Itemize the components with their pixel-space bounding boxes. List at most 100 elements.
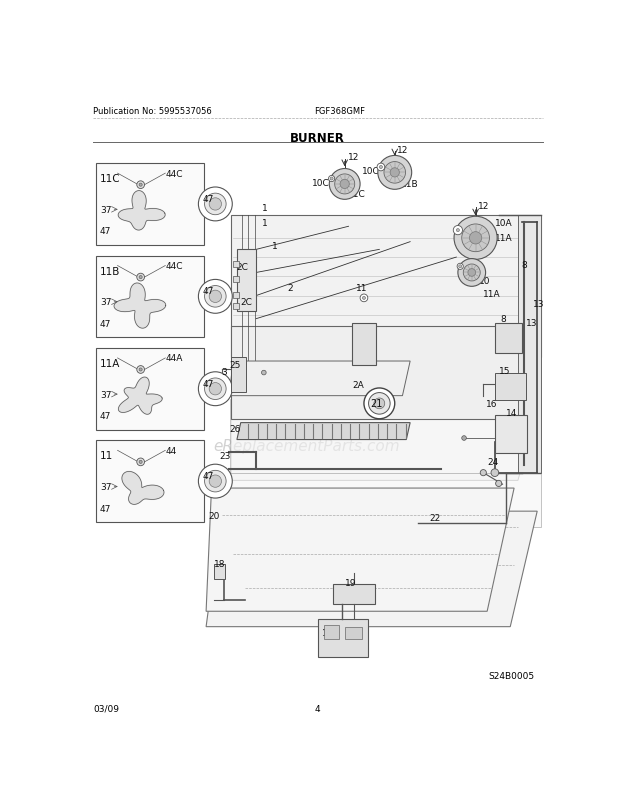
Polygon shape xyxy=(231,400,539,480)
Circle shape xyxy=(360,294,368,302)
Text: 11: 11 xyxy=(356,284,368,293)
Circle shape xyxy=(139,368,142,371)
Circle shape xyxy=(462,436,466,441)
Text: 44: 44 xyxy=(166,446,177,456)
Text: FGF368GMF: FGF368GMF xyxy=(314,107,365,116)
Text: eReplacementParts.com: eReplacementParts.com xyxy=(213,439,399,454)
Text: 12: 12 xyxy=(397,146,409,155)
Polygon shape xyxy=(122,472,164,504)
Text: 2C: 2C xyxy=(241,298,252,307)
Circle shape xyxy=(137,367,144,374)
Text: 11A: 11A xyxy=(100,358,120,368)
Text: 1: 1 xyxy=(262,219,267,228)
Text: 37: 37 xyxy=(100,390,112,399)
Circle shape xyxy=(368,393,390,415)
Text: 13: 13 xyxy=(533,299,545,309)
Polygon shape xyxy=(206,512,537,627)
Text: 23: 23 xyxy=(219,452,231,460)
Circle shape xyxy=(137,459,144,466)
Text: 20: 20 xyxy=(208,511,219,520)
Circle shape xyxy=(377,164,385,172)
Text: 2: 2 xyxy=(287,284,293,293)
Text: 11: 11 xyxy=(100,451,113,461)
Circle shape xyxy=(454,217,497,260)
Text: 19: 19 xyxy=(345,577,356,587)
Circle shape xyxy=(139,184,142,187)
Circle shape xyxy=(363,297,365,300)
Text: 47: 47 xyxy=(202,195,214,204)
Bar xyxy=(96,441,204,522)
Text: 10C: 10C xyxy=(361,166,379,176)
Text: 24: 24 xyxy=(487,457,498,466)
Text: 15: 15 xyxy=(498,367,510,375)
Text: 11C: 11C xyxy=(100,174,120,184)
Circle shape xyxy=(262,371,266,375)
Polygon shape xyxy=(206,488,514,611)
Text: 11A: 11A xyxy=(495,234,513,243)
Bar xyxy=(345,627,361,639)
Circle shape xyxy=(491,469,498,477)
Circle shape xyxy=(462,225,489,253)
Text: 12: 12 xyxy=(466,245,478,254)
Circle shape xyxy=(137,181,144,189)
Circle shape xyxy=(458,259,485,287)
Text: 44C: 44C xyxy=(166,169,184,178)
Circle shape xyxy=(390,168,399,178)
Text: 37: 37 xyxy=(100,205,112,215)
Text: 4: 4 xyxy=(315,704,321,713)
Text: 47: 47 xyxy=(202,379,214,388)
Text: 2C: 2C xyxy=(236,262,248,271)
Circle shape xyxy=(463,265,480,282)
Text: S24B0005: S24B0005 xyxy=(489,671,535,680)
Circle shape xyxy=(329,169,360,200)
Circle shape xyxy=(205,379,226,400)
Text: 17: 17 xyxy=(322,628,333,637)
Polygon shape xyxy=(231,327,539,419)
Circle shape xyxy=(209,291,221,303)
Text: 12: 12 xyxy=(478,202,489,211)
Circle shape xyxy=(209,476,221,488)
Circle shape xyxy=(329,176,335,182)
Bar xyxy=(233,277,239,283)
Circle shape xyxy=(459,265,462,269)
Text: 2A: 2A xyxy=(352,380,364,389)
Circle shape xyxy=(384,162,405,184)
Circle shape xyxy=(480,470,486,476)
Text: 8: 8 xyxy=(500,314,506,324)
Circle shape xyxy=(453,226,463,236)
Circle shape xyxy=(198,464,232,499)
Text: 16: 16 xyxy=(485,399,497,408)
Text: 37: 37 xyxy=(100,483,112,492)
Polygon shape xyxy=(221,473,541,527)
Text: 47: 47 xyxy=(202,472,214,480)
Text: 21: 21 xyxy=(370,399,383,409)
Text: 10: 10 xyxy=(479,277,491,286)
Text: 11C: 11C xyxy=(348,189,366,198)
Circle shape xyxy=(198,372,232,406)
Text: 10C: 10C xyxy=(312,179,330,188)
Text: 03/09: 03/09 xyxy=(93,704,119,713)
Text: 10A: 10A xyxy=(495,219,513,228)
Circle shape xyxy=(205,286,226,308)
Polygon shape xyxy=(237,423,410,440)
Text: Publication No: 5995537056: Publication No: 5995537056 xyxy=(93,107,211,116)
Bar xyxy=(233,293,239,298)
Text: 26: 26 xyxy=(229,425,241,434)
Text: 37: 37 xyxy=(100,298,112,307)
Text: 47: 47 xyxy=(100,319,111,328)
Text: 11B: 11B xyxy=(401,180,418,189)
Text: 44A: 44A xyxy=(166,354,184,363)
Bar xyxy=(324,626,339,639)
Polygon shape xyxy=(231,216,541,358)
Text: 47: 47 xyxy=(202,287,214,296)
Bar xyxy=(96,349,204,430)
Bar xyxy=(96,164,204,245)
Bar xyxy=(233,304,239,310)
Circle shape xyxy=(209,199,221,211)
Bar xyxy=(495,415,527,454)
Bar xyxy=(233,261,239,268)
Circle shape xyxy=(469,233,482,245)
Circle shape xyxy=(139,461,142,464)
Text: 47: 47 xyxy=(100,504,111,513)
Bar xyxy=(495,373,526,400)
